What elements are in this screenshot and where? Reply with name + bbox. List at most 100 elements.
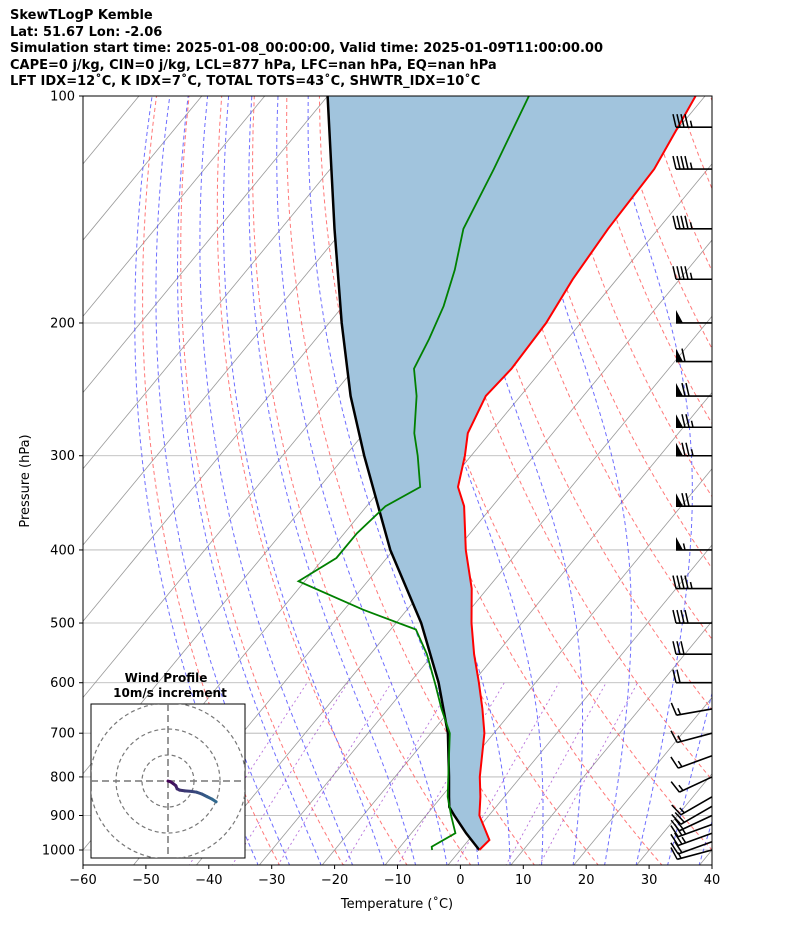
moist-adiabat [223,96,385,865]
barb-full [681,414,686,428]
barb-full [672,641,677,655]
y-tick-label: 600 [50,676,75,691]
wind-barb [676,493,712,508]
wind-barb [676,536,712,551]
barb-flag [676,348,683,362]
y-axis-label: Pressure (hPa) [18,434,33,527]
x-tick-label: −30 [258,873,285,888]
wind-barb [672,114,712,129]
barb-flag [676,536,683,550]
barb-full [676,609,681,624]
barb-staff [679,814,713,832]
moist-adiabat [199,96,354,865]
hodograph-subtitle: 10m/s increment [113,686,227,700]
dry-adiabat [416,96,712,781]
barb-full [684,155,689,170]
y-tick-label: 400 [50,543,75,558]
barb-staff [679,776,713,793]
dry-adiabat [286,96,535,865]
x-tick-label: −20 [321,873,348,888]
isotherm [258,315,712,865]
dry-adiabat [449,96,712,711]
time-line: Simulation start time: 2025-01-08_00:00:… [10,41,603,56]
x-tick-label: −60 [69,873,96,888]
barb-full [685,493,690,507]
cape-line: CAPE=0 j/kg, CIN=0 j/kg, LCL=877 hPa, LF… [10,57,497,73]
barb-full [671,804,682,816]
moist-adiabat [604,96,693,865]
parcel-profile-line [326,96,481,851]
barb-full [672,575,677,589]
moist-adiabat [698,819,712,865]
wind-barbs [670,114,713,861]
barb-full [684,215,689,229]
hodograph-plot [91,704,245,858]
moist-adiabat [442,96,584,865]
isotherm [195,239,712,865]
hodograph-title: Wind Profile [125,671,208,685]
barb-full [672,669,677,683]
x-tick-label: −40 [195,873,222,888]
dry-adiabat [579,96,712,425]
isotherm [321,391,712,865]
wind-barb [671,796,713,816]
barb-staff [680,805,713,825]
moist-adiabat [667,691,712,865]
isotherm [83,96,328,394]
dry-adiabat [180,96,344,865]
barb-half [689,162,693,170]
wind-barb [676,348,712,363]
barb-half [677,708,682,715]
wind-barb [676,309,712,324]
x-tick-label: −10 [384,873,411,888]
mixing-ratio-line [539,682,638,865]
moist-adiabat [248,96,417,865]
barb-full [681,442,686,456]
barb-half [689,581,693,589]
wind-barb [670,832,713,847]
dry-adiabat [142,96,281,865]
isotherm [636,773,712,865]
wind-barb [670,730,713,744]
hodograph-inset: Wind Profile 10m/s increment [90,671,246,859]
x-axis-label: Temperature (˚C) [340,896,453,912]
barb-full [672,609,677,624]
wind-barb [676,414,712,429]
index-line: LFT IDX=12˚C, K IDX=7˚C, TOTAL TOTS=43˚C… [10,74,481,89]
sounding-data [296,96,697,851]
dry-adiabat [776,96,794,866]
moist-adiabat [387,96,544,865]
wind-barb [670,702,713,716]
barb-full [670,781,680,793]
barb-full [670,730,678,743]
barb-full [680,215,685,229]
barb-full [681,382,686,397]
barb-half [689,272,693,280]
barb-full [670,842,679,855]
x-tick-label: 20 [578,873,595,888]
barb-full [680,114,685,128]
x-tick-label: 0 [456,873,464,888]
temperature-line [456,96,697,851]
isotherm [699,849,712,865]
barb-flag [676,493,683,507]
barb-full [680,575,685,589]
barb-full [684,266,689,280]
isotherm [510,620,712,865]
barb-staff [677,755,713,769]
chart-title: SkewTLogP Kemble [10,8,153,23]
mixing-ratio-line [277,682,392,865]
barb-full [684,575,689,589]
barb-full [670,833,679,846]
isotherm [83,96,203,241]
y-tick-label: 1000 [42,844,75,859]
chart-header: SkewTLogP Kemble Lat: 51.67 Lon: -2.06 S… [10,8,603,91]
isotherm [83,96,391,470]
barb-half [679,807,685,814]
dry-adiabat [677,96,712,190]
barb-flag [676,383,683,397]
x-tick-label: 10 [515,873,532,888]
barb-staff [677,849,713,861]
wind-barb [672,575,712,590]
